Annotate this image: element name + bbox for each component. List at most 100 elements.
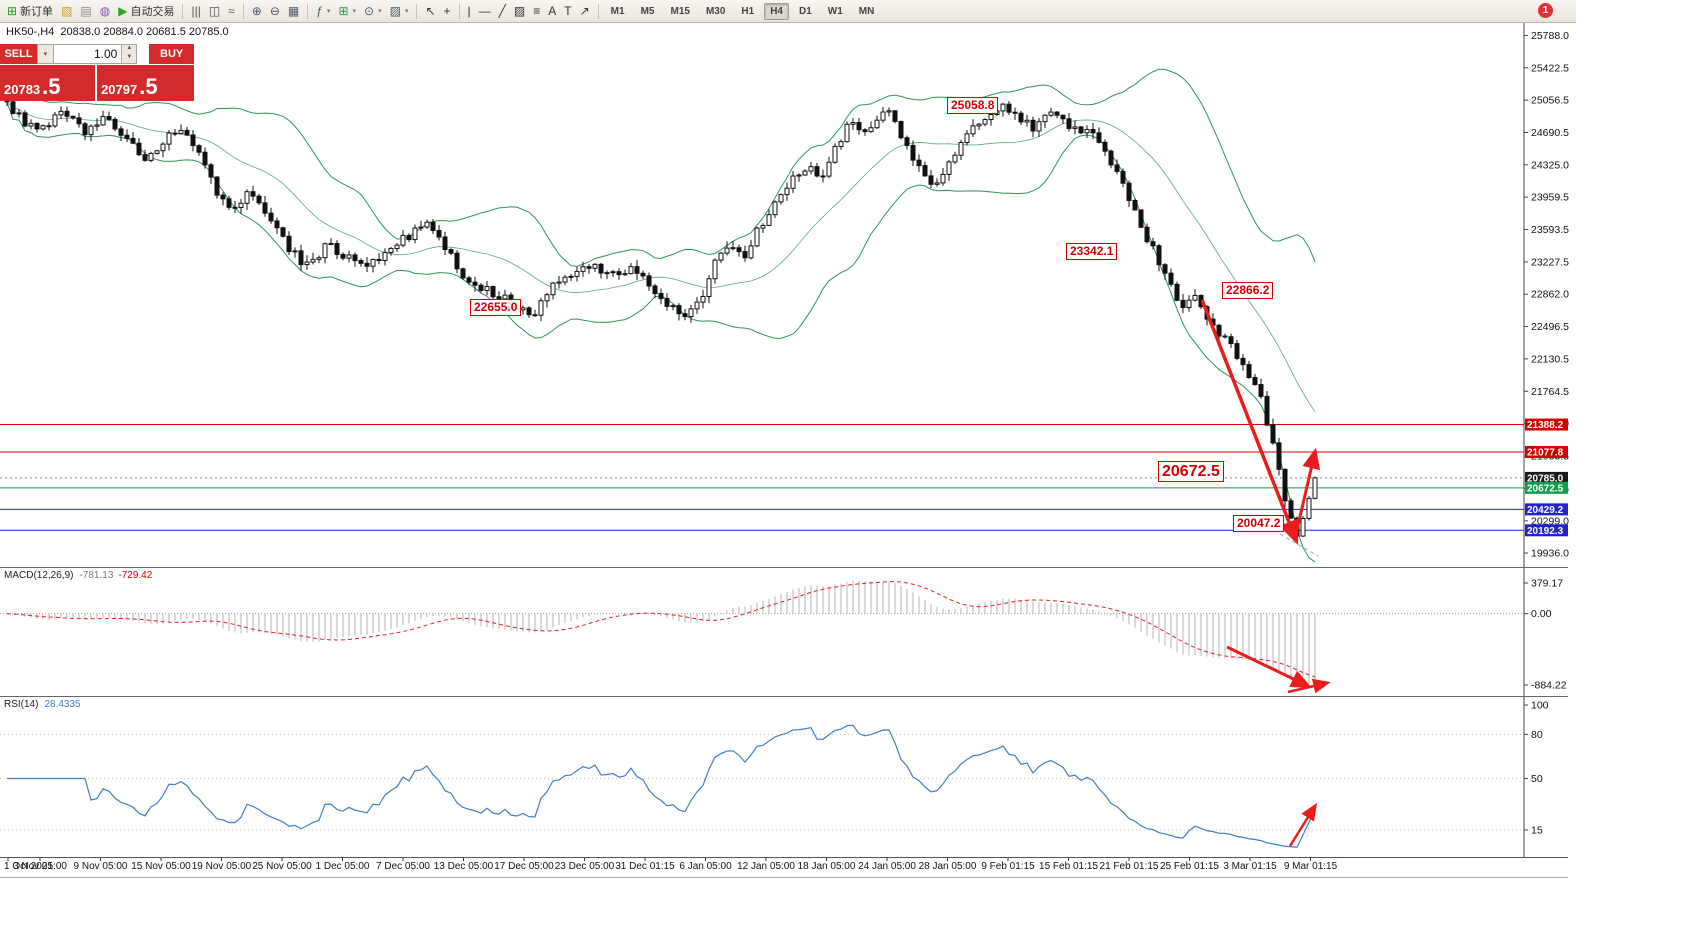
bar-chart-icon[interactable]: ||| [188,1,203,21]
price-tick-label: 25422.5 [1531,62,1569,74]
template-icon[interactable]: ▨ ▾ [387,1,412,21]
horizontal-line-icon[interactable]: — [476,1,494,21]
period-icon[interactable]: ⊙ ▾ [361,1,385,21]
cursor-icon-glyph: ↖ [425,4,436,18]
auto-trading-button[interactable]: ▶ 自动交易 [115,1,177,21]
notification-badge[interactable]: 1 [1538,3,1553,18]
price-tag-21388.2: 21388.2 [1525,418,1568,431]
one-click-trade-panel: SELL ▾ 1.00 ▲ ▼ BUY 20783 .5 20797 .5 [0,44,194,101]
timeframe-d1-button[interactable]: D1 [798,5,812,17]
time-axis-label: 17 Dec 05:00 [494,861,554,872]
sell-price-display[interactable]: 20783 .5 [0,65,96,101]
vertical-line-icon[interactable]: | [465,1,474,21]
template-icon-glyph: ▨ [389,4,401,18]
timeframe-m1-button[interactable]: M1 [610,5,625,17]
arrows-icon[interactable]: ↗ [577,1,593,21]
time-axis[interactable]: 1 Oct 2021 3 Nov 05:00 9 Nov 05:00 15 Nov 0… [0,861,1568,876]
indicators-icon[interactable]: ƒ ▾ [313,1,333,21]
price-tick-label: 24690.5 [1531,127,1569,139]
annotation-arrow[interactable] [1226,645,1313,688]
time-axis-label: 31 Dec 01:15 [615,861,675,872]
chevron-down-icon: ▾ [352,8,357,15]
time-axis-label: 3 Nov 05:00 [13,861,67,872]
trendline-icon-glyph: ╱ [498,4,506,18]
cursor-icon[interactable]: ↖ [422,1,438,21]
annotation-arrow[interactable] [1200,299,1299,545]
macd-signal-value: -729.42 [118,570,153,581]
timeframe-m15-button[interactable]: M15 [670,5,690,17]
candlestick-chart-icon-glyph: ◫ [208,4,221,18]
indicators-icon-glyph: ƒ [316,4,323,18]
chart-window-icon-glyph: ▧ [61,4,73,18]
tile-windows-icon[interactable]: ▦ [285,1,302,21]
toolbar-separator [458,3,460,19]
zoom-out-icon[interactable]: ⊖ [267,1,283,21]
toolbar-separator [307,3,309,19]
candlestick-chart-icon[interactable]: ◫ [206,1,223,21]
annotation-arrow[interactable] [1288,802,1317,847]
time-axis-label: 19 Nov 05:00 [191,861,252,872]
volume-down-button[interactable]: ▼ [122,54,137,63]
sell-button[interactable]: SELL [0,44,37,64]
svg-text:20192.3: 20192.3 [1527,526,1564,537]
text-icon-glyph: A [548,4,557,18]
rsi-name: RSI(14) [4,699,39,710]
annotation-arrow[interactable] [1294,447,1321,535]
timeframe-m5-button[interactable]: M5 [640,5,655,17]
community-icon[interactable]: ◍ [97,1,113,21]
timeframe-mn-button[interactable]: MN [858,5,875,17]
bar-chart-icon-glyph: ||| [191,4,201,18]
vertical-line-icon-glyph: | [467,4,471,18]
timeframe-h4-button[interactable]: H4 [764,2,789,20]
ohlc-values: 20838.0 20884.0 20681.5 20785.0 [60,26,229,38]
chart-window-icon[interactable]: ▧ [58,1,75,21]
price-tick-label: 19936.0 [1531,547,1569,559]
tile-windows-icon-glyph: ▦ [287,4,300,18]
add-indicator-icon[interactable]: ⊞ ▾ [335,1,359,21]
price-annotation[interactable]: 20672.5 [1158,461,1224,482]
time-axis-label: 25 Nov 05:00 [252,861,312,872]
rsi-tick-label: 100 [1531,700,1549,712]
timeframe-w1-button[interactable]: W1 [827,5,843,17]
time-axis-label: 25 Feb 01:15 [1160,861,1219,872]
buy-price-display[interactable]: 20797 .5 [97,65,194,101]
print-icon[interactable]: ▤ [77,1,94,21]
trendline-icon[interactable]: ╱ [496,1,509,21]
volume-input[interactable]: 1.00 [53,44,123,64]
crosshair-icon[interactable]: + [441,1,454,21]
price-annotation[interactable]: 23342.1 [1066,243,1118,260]
text-icon[interactable]: A [545,1,559,21]
timeframe-m30-button[interactable]: M30 [705,5,726,17]
new-order-button[interactable]: ⊞ 新订单 [4,1,56,21]
timeframe-h1-button[interactable]: H1 [741,5,755,17]
trade-panel-prices: 20783 .5 20797 .5 [0,65,194,101]
arrows-icon-glyph: ↗ [579,4,590,18]
price-tag-21077.8: 21077.8 [1525,445,1568,458]
price-tick-label: 23227.5 [1531,256,1569,268]
volume-dropdown-button[interactable]: ▾ [37,44,54,64]
price-tick-label: 22496.5 [1531,321,1569,333]
add-indicator-icon-glyph: ⊞ [338,4,349,18]
price-annotation[interactable]: 20047.2 [1233,515,1285,532]
community-icon-glyph: ◍ [99,4,111,18]
zoom-out-icon-glyph: ⊖ [269,4,280,18]
price-annotation[interactable]: 22655.0 [470,299,522,316]
annotation-arrow[interactable] [1287,678,1331,694]
fibonacci-icon[interactable]: ≡ [530,1,543,21]
price-annotation[interactable]: 25058.8 [947,97,999,114]
dashed-annotation-line[interactable] [1279,533,1319,557]
buy-button[interactable]: BUY [149,44,194,64]
crosshair-icon-glyph: + [443,4,451,18]
channel-icon[interactable]: ▨ [511,1,528,21]
buy-price-main: 20797 [101,81,138,97]
macd-value: -781.13 [79,570,114,581]
time-axis-label: 13 Dec 05:00 [433,861,494,872]
zoom-in-icon[interactable]: ⊕ [249,1,265,21]
text-label-icon[interactable]: T [561,1,574,21]
price-annotation[interactable]: 22866.2 [1222,282,1274,299]
time-axis-label: 7 Dec 05:00 [376,861,430,872]
print-icon-glyph: ▤ [80,4,92,18]
volume-up-button[interactable]: ▲ [122,45,137,54]
line-chart-icon[interactable]: ≈ [225,1,238,21]
